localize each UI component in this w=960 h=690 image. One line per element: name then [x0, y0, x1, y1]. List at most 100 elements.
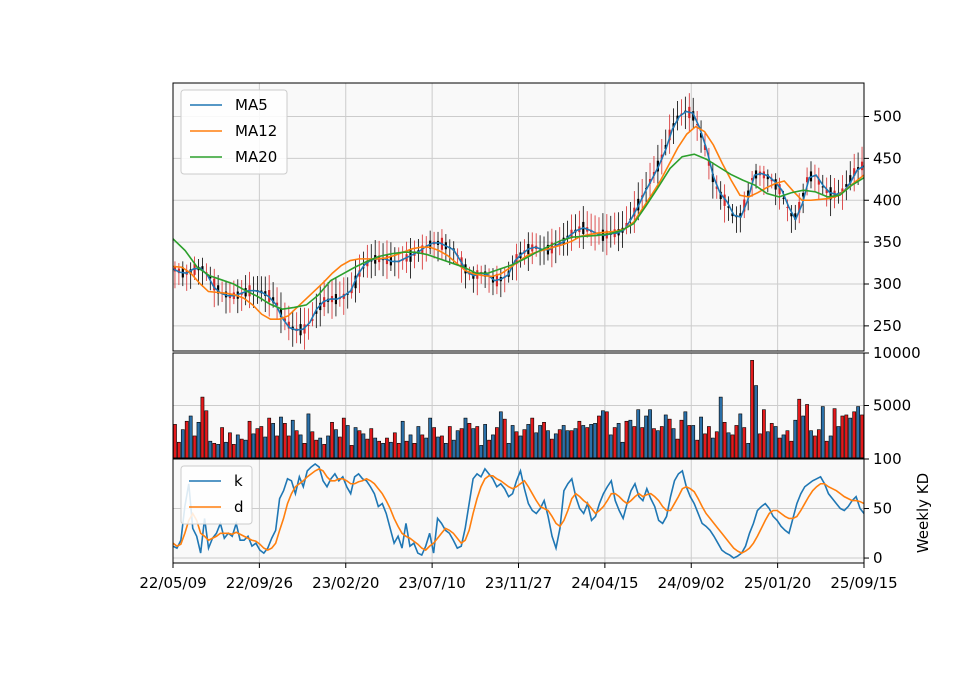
volume-bar	[177, 441, 181, 459]
volume-bar	[824, 440, 829, 459]
volume-bar	[251, 433, 256, 459]
candle-body	[311, 318, 314, 321]
volume-bar	[624, 420, 629, 459]
volume-bar	[769, 423, 774, 459]
volume-bar	[389, 441, 393, 459]
candle-body	[307, 325, 310, 327]
x-tick-label: 23/07/10	[398, 574, 465, 592]
volume-bar	[381, 442, 385, 459]
price-y-tick-label: 400	[873, 191, 902, 209]
volume-bar	[671, 428, 676, 459]
volume-bar	[365, 438, 370, 459]
candle-body	[747, 190, 750, 197]
volume-bar	[762, 409, 766, 459]
candle-body	[209, 276, 212, 279]
volume-bar	[463, 417, 468, 459]
candle-body	[786, 206, 789, 208]
candle-body	[841, 188, 844, 194]
volume-bar	[703, 433, 707, 459]
volume-bar	[416, 426, 421, 459]
volume-bar	[440, 435, 444, 459]
candle-body	[770, 179, 773, 182]
volume-bar	[644, 415, 648, 459]
candle-body	[798, 201, 801, 213]
x-tick-label: 23/02/20	[312, 574, 379, 592]
volume-bar	[263, 436, 268, 459]
volume-bar	[522, 429, 527, 459]
price-y-tick-label: 350	[873, 233, 902, 251]
volume-bar	[597, 415, 601, 459]
candle-body	[303, 324, 306, 334]
candle-body	[805, 177, 809, 183]
candle-body	[794, 213, 797, 220]
volume-bar	[553, 433, 558, 459]
series-line-ma20	[172, 153, 865, 310]
price-legend-box	[180, 89, 288, 175]
volume-bar	[298, 434, 303, 459]
volume-bar	[707, 426, 711, 459]
volume-bar	[275, 435, 279, 459]
date-x-axis: 22/05/09 22/09/26 23/02/20 23/07/10 23/11/27…	[139, 563, 898, 592]
volume-bar	[785, 430, 790, 459]
candle-body	[731, 213, 734, 217]
volume-bar	[569, 430, 574, 459]
volume-bar	[180, 429, 185, 459]
candle-body	[707, 159, 710, 166]
volume-bar	[196, 421, 201, 459]
candle-body	[272, 297, 275, 303]
volume-bar	[302, 442, 307, 459]
volume-bar	[392, 432, 397, 459]
volume-bar	[667, 418, 672, 459]
candle-body	[817, 178, 820, 185]
volume-bar	[487, 439, 491, 459]
legend-label-ma5: MA5	[235, 96, 268, 114]
volume-bar	[483, 424, 487, 459]
x-tick-label: 25/01/20	[744, 574, 811, 592]
volume-bar	[408, 434, 413, 459]
candle-body	[703, 144, 707, 150]
price-y-tick-label: 300	[873, 275, 902, 293]
volume-bar	[601, 410, 605, 459]
candle-body	[217, 285, 220, 294]
volume-bar	[357, 430, 362, 459]
candle-body	[751, 178, 754, 181]
volume-bar	[396, 442, 401, 459]
volume-bars	[173, 360, 864, 459]
x-tick-label: 24/04/15	[571, 574, 638, 592]
candle-body	[860, 161, 864, 171]
candle-body	[275, 302, 279, 306]
volume-bar	[184, 420, 189, 459]
volume-bar	[294, 430, 299, 459]
candle-body	[346, 293, 349, 295]
volume-bar	[228, 432, 232, 459]
candle-body	[715, 186, 718, 189]
candle-body	[213, 278, 216, 291]
volume-bar	[506, 442, 511, 459]
volume-bar	[224, 441, 228, 459]
volume-bar	[836, 426, 841, 459]
price-legend: MA5 MA12 MA20	[180, 89, 288, 175]
volume-bar	[832, 408, 837, 459]
volume-bar	[451, 439, 456, 459]
legend-label-d: d	[234, 498, 244, 516]
volume-bar	[235, 434, 240, 459]
candle-body	[782, 197, 785, 199]
volume-bar	[773, 426, 778, 459]
price-y-tick-label: 500	[873, 108, 902, 126]
candle-body	[699, 133, 703, 138]
volume-bar	[726, 432, 731, 459]
volume-bar	[714, 431, 719, 459]
volume-bar	[385, 437, 389, 459]
volume-bar	[659, 426, 664, 459]
candle-body	[668, 129, 671, 141]
candle-body	[743, 199, 746, 212]
price-y-tick-label: 250	[873, 317, 902, 335]
legend-label-k: k	[234, 472, 243, 490]
price-panel-frame	[172, 82, 865, 352]
volume-bar	[314, 439, 319, 459]
volume-bar	[848, 417, 853, 459]
volume-bar	[173, 424, 177, 459]
volume-bar	[400, 420, 405, 459]
volume-bar	[200, 396, 205, 459]
volume-panel: 5000 10000	[172, 344, 921, 459]
